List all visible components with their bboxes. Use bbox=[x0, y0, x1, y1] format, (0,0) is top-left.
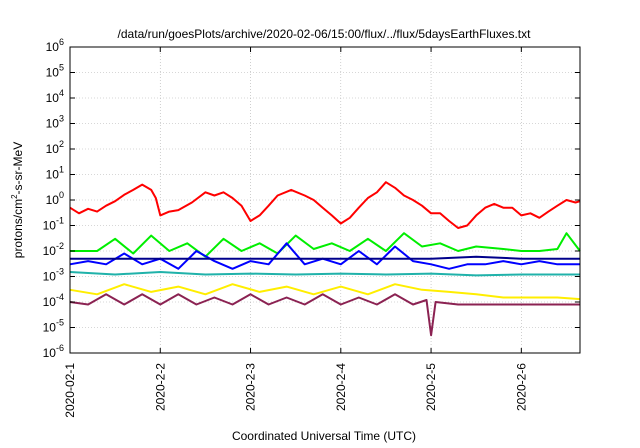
series-line-4 bbox=[70, 255, 580, 260]
x-tick-label: 2020-2-4 bbox=[334, 363, 348, 411]
y-tick-base: 10 bbox=[46, 117, 60, 131]
y-tick-label: 102 bbox=[46, 139, 64, 156]
x-axis-label: Coordinated Universal Time (UTC) bbox=[232, 429, 416, 443]
y-tick-label: 10-5 bbox=[43, 318, 64, 335]
grid bbox=[70, 47, 580, 353]
y-tick-exp: 5 bbox=[59, 63, 64, 73]
y-tick-base: 10 bbox=[46, 142, 60, 156]
y-tick-base: 10 bbox=[46, 91, 60, 105]
y-tick-exp: -5 bbox=[56, 318, 64, 328]
y-tick-label: 10-1 bbox=[43, 216, 64, 233]
x-tick-label: 2020-2-5 bbox=[424, 363, 438, 411]
y-axis-ticks: 10-610-510-410-310-210-11001011021031041… bbox=[43, 37, 580, 360]
y-tick-base: 10 bbox=[43, 321, 57, 335]
x-tick-label: 2020-2-3 bbox=[244, 363, 258, 411]
y-tick-label: 10-6 bbox=[43, 343, 64, 360]
y-tick-base: 10 bbox=[43, 270, 57, 284]
y-tick-label: 103 bbox=[46, 114, 64, 131]
y-tick-exp: 0 bbox=[59, 190, 64, 200]
y-tick-exp: -2 bbox=[56, 241, 64, 251]
y-tick-exp: 3 bbox=[59, 114, 64, 124]
y-axis-label-sup: 2 bbox=[10, 194, 19, 199]
y-tick-label: 10-2 bbox=[43, 241, 64, 258]
y-tick-exp: 2 bbox=[59, 139, 64, 149]
x-tick-label: 2020-2-6 bbox=[514, 363, 528, 411]
y-axis-label: protons/cm2-s-sr-MeV bbox=[10, 142, 25, 258]
data-series bbox=[69, 181, 581, 337]
y-tick-label: 106 bbox=[46, 37, 64, 54]
y-tick-label: 100 bbox=[46, 190, 64, 207]
y-axis-label-rest: -s-sr-MeV bbox=[11, 142, 25, 195]
series-line-5 bbox=[69, 271, 580, 277]
y-tick-exp: -1 bbox=[56, 216, 64, 226]
y-tick-base: 10 bbox=[46, 193, 60, 207]
chart-title: /data/run/goesPlots/archive/2020-02-06/1… bbox=[118, 27, 532, 41]
y-tick-label: 10-4 bbox=[43, 292, 64, 309]
y-axis-label-base: protons/cm bbox=[11, 199, 25, 258]
x-tick-label: 2020-2-2 bbox=[153, 363, 167, 411]
y-tick-exp: 1 bbox=[59, 165, 64, 175]
y-tick-label: 10-3 bbox=[43, 267, 64, 284]
y-tick-base: 10 bbox=[43, 219, 57, 233]
y-tick-base: 10 bbox=[43, 244, 57, 258]
y-tick-base: 10 bbox=[43, 295, 57, 309]
y-tick-exp: -6 bbox=[56, 343, 64, 353]
series-line-1 bbox=[69, 181, 581, 229]
series-line-2 bbox=[70, 232, 581, 258]
series-line-6 bbox=[69, 283, 581, 301]
x-axis-ticks: 2020-02-1 2020-2-2 2020-2-3 2020-2-4 2020-2-… bbox=[63, 47, 528, 418]
series-line-7 bbox=[69, 293, 580, 337]
y-tick-base: 10 bbox=[46, 168, 60, 182]
y-tick-label: 101 bbox=[46, 165, 64, 182]
y-tick-exp: 6 bbox=[59, 37, 64, 47]
y-tick-base: 10 bbox=[46, 40, 60, 54]
series-line-3 bbox=[69, 242, 580, 270]
y-tick-exp: -3 bbox=[56, 267, 64, 277]
y-tick-exp: -4 bbox=[56, 292, 64, 302]
y-tick-base: 10 bbox=[43, 346, 57, 360]
y-tick-label: 105 bbox=[46, 63, 64, 80]
y-tick-base: 10 bbox=[46, 66, 60, 80]
y-tick-exp: 4 bbox=[59, 88, 64, 98]
x-tick-label: 2020-02-1 bbox=[63, 363, 77, 418]
y-tick-label: 104 bbox=[46, 88, 64, 105]
